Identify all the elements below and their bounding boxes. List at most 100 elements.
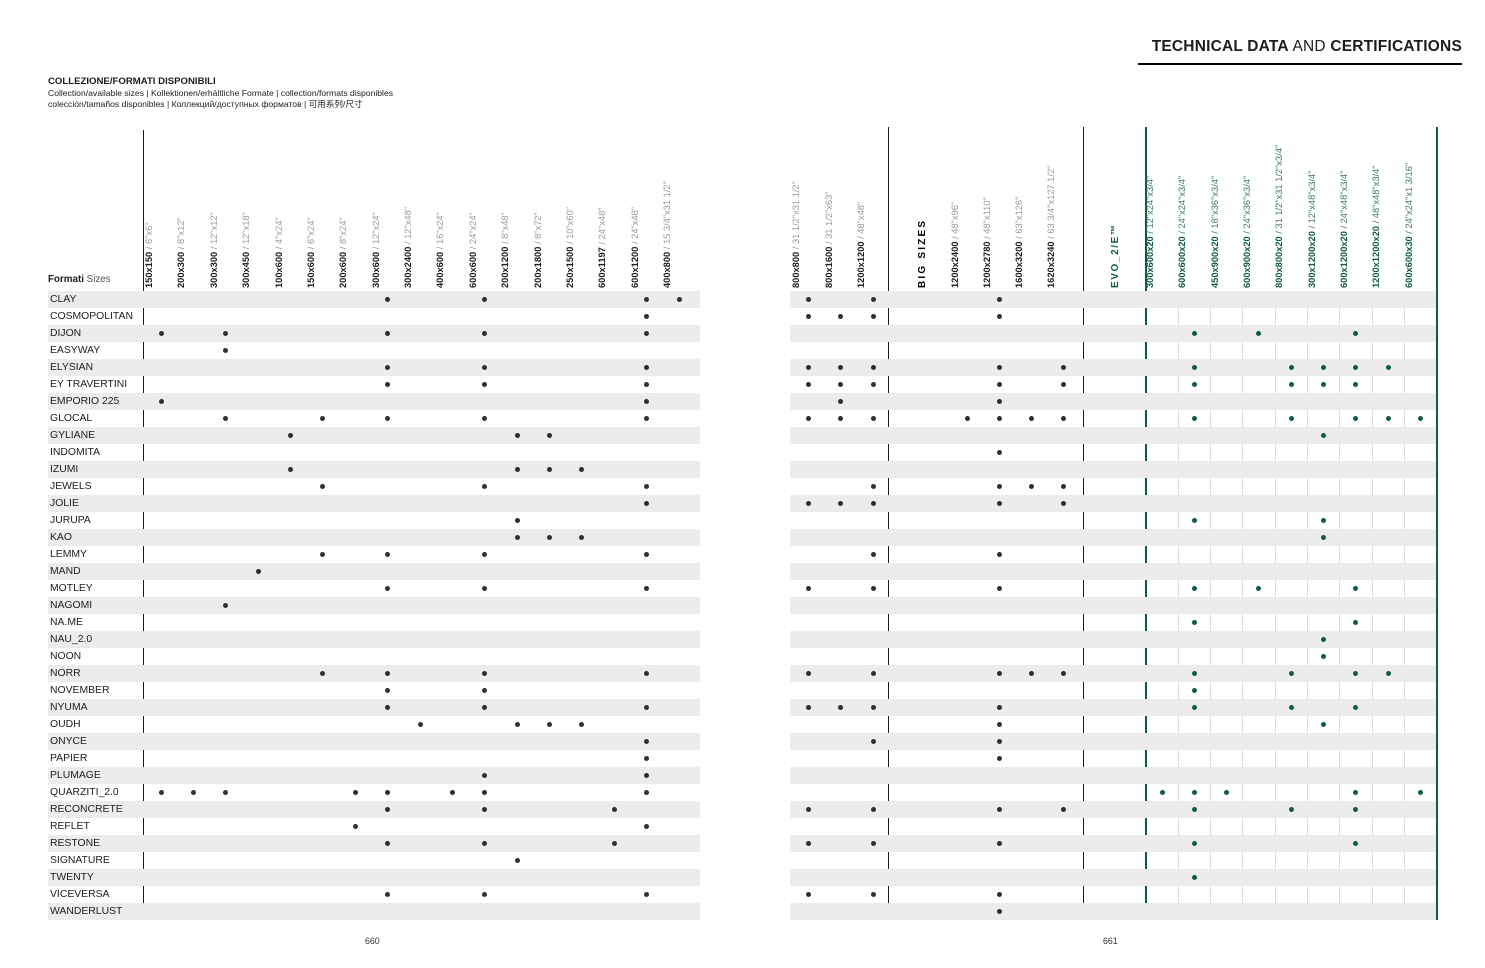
column-size-inch: / 12"x24"x3/4"	[1145, 175, 1155, 237]
availability-dot	[805, 671, 811, 676]
availability-dot	[1060, 807, 1066, 812]
availability-dot	[996, 552, 1002, 557]
column-header: 300x600x20 / 12"x24"x3/4"	[1144, 176, 1156, 288]
availability-dot	[805, 297, 811, 302]
column-size-mm: 300x2400	[403, 246, 413, 288]
row-label: LEMMY	[50, 549, 87, 560]
availability-dot	[385, 807, 391, 812]
column-header: 600x600x30 / 24"x24"x1 3/16"	[1403, 163, 1415, 288]
availability-dot	[320, 671, 326, 676]
availability-dot	[996, 722, 1002, 727]
column-size-inch: / 24"x48"	[629, 206, 640, 247]
column-size-inch: / 12"x48"	[403, 206, 413, 247]
column-size-inch: / 4"x24"	[273, 217, 284, 252]
column-size-inch: / 12"x48"x3/4"	[1306, 170, 1317, 232]
column-header: 400x800 / 15 3/4"x31 1/2"	[661, 181, 673, 288]
availability-dot	[1385, 671, 1391, 676]
availability-dot	[996, 892, 1002, 897]
title-part-mid: AND	[1288, 38, 1331, 55]
availability-dot	[996, 807, 1002, 812]
row-stripe	[48, 461, 700, 478]
availability-dot	[805, 416, 811, 421]
availability-dot	[870, 552, 876, 557]
availability-dot	[644, 365, 650, 370]
column-header: 300x1200x20 / 12"x48"x3/4"	[1306, 171, 1318, 288]
row-header-regular: Sizes	[86, 274, 111, 285]
availability-dot	[385, 365, 391, 370]
availability-dot	[1418, 416, 1424, 421]
availability-dot	[838, 705, 843, 710]
column-header: 250x1500 / 10"x60"	[564, 207, 576, 288]
availability-dot	[838, 399, 843, 404]
column-size-mm: 300x300	[208, 251, 219, 288]
row-stripe	[790, 733, 1436, 750]
availability-dot	[352, 790, 358, 795]
column-size-mm: 800x800x20	[1274, 236, 1285, 288]
row-stripe	[48, 835, 700, 852]
row-stripe	[48, 597, 700, 614]
row-stripe	[48, 903, 700, 920]
row-label: ONYCE	[50, 736, 87, 747]
availability-dot	[482, 790, 488, 795]
availability-dot	[870, 671, 876, 676]
availability-dot	[1288, 416, 1294, 421]
column-size-mm: 800x800	[791, 251, 801, 288]
column-size-inch: / 18"x36"x3/4"	[1209, 175, 1220, 237]
row-header-bold: Formati	[48, 274, 84, 285]
column-size-inch: / 48"x96"	[950, 201, 960, 242]
availability-dot	[547, 722, 552, 727]
row-label: REFLET	[50, 821, 90, 832]
availability-dot	[579, 467, 585, 472]
availability-dot	[1321, 433, 1327, 438]
availability-dot	[996, 501, 1002, 506]
availability-dot	[996, 756, 1002, 761]
availability-dot	[838, 365, 843, 370]
availability-dot	[1060, 501, 1066, 506]
row-label: NYUMA	[50, 702, 88, 713]
availability-dot	[996, 314, 1002, 319]
availability-dot	[385, 688, 391, 693]
availability-dot	[223, 603, 229, 608]
row-stripe	[790, 835, 1436, 852]
collection-header: COLLEZIONE/FORMATI DISPONIBILI Collectio…	[48, 76, 393, 111]
column-size-mm: 200x1200	[500, 246, 511, 288]
row-label: COSMOPOLITAN	[50, 311, 133, 322]
row-stripe	[790, 529, 1436, 546]
row-label: WANDERLUST	[50, 906, 123, 917]
row-stripe	[48, 427, 700, 444]
availability-dot	[547, 535, 552, 540]
availability-dot	[1353, 705, 1359, 710]
availability-dot	[644, 297, 650, 302]
row-stripe	[790, 461, 1436, 478]
availability-dot	[482, 773, 488, 778]
row-label: NOON	[50, 651, 82, 662]
column-size-inch: / 48"x110"	[982, 197, 992, 242]
row-label: PAPIER	[50, 753, 88, 764]
column-size-inch: / 24"x48"x3/4"	[1338, 170, 1349, 232]
availability-dot	[805, 382, 811, 387]
availability-dot	[1288, 705, 1294, 710]
availability-dot	[1224, 790, 1230, 795]
row-stripe	[48, 631, 700, 648]
column-size-mm: 1620x3240	[1046, 241, 1056, 288]
availability-dot	[1288, 671, 1294, 676]
availability-dot	[644, 824, 650, 829]
availability-dot	[352, 824, 358, 829]
availability-dot	[1353, 807, 1359, 812]
availability-dot	[644, 892, 650, 897]
availability-dot	[870, 314, 876, 319]
row-label: QUARZITI_2.0	[50, 787, 119, 798]
availability-dot	[1385, 416, 1391, 421]
availability-dot	[644, 484, 650, 489]
availability-dot	[996, 484, 1002, 489]
column-header: 800x800 / 31 1/2"x31 1/2"	[790, 181, 802, 288]
divider-evo-left	[1145, 127, 1147, 920]
availability-dot	[870, 365, 876, 370]
availability-dot	[1353, 416, 1359, 421]
column-size-inch: / 24"x24"	[467, 212, 478, 252]
availability-dot	[644, 331, 650, 336]
column-size-inch: / 15 3/4"x31 1/2"	[662, 181, 672, 252]
row-stripe	[48, 393, 700, 410]
availability-dot	[996, 450, 1002, 455]
column-size-mm: 200x600	[338, 251, 349, 288]
